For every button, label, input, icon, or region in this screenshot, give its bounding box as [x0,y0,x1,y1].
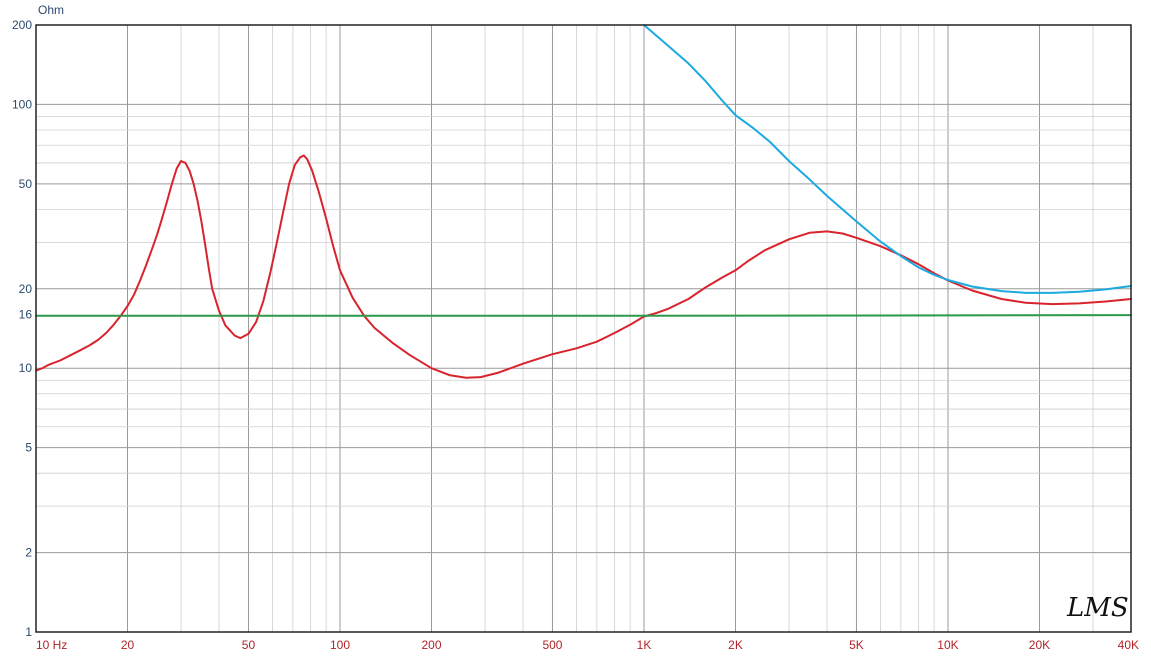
y-tick-label: 16 [19,307,33,321]
data-series [35,24,1132,379]
x-tick-label: 2K [728,638,743,652]
y-tick-label: 50 [19,177,33,191]
x-tick-label: 1K [637,638,652,652]
x-axis-tick-labels: 10 Hz 20 50 100 200 500 1K 2K 5K 10K 20K 40K [36,638,1139,652]
plot-frame [35,24,1132,633]
y-tick-label: 100 [12,97,32,111]
x-tick-label: 20K [1029,638,1050,652]
y-tick-label: 200 [12,18,32,32]
x-tick-label: 10K [937,638,958,652]
x-tick-label: 50 [242,638,256,652]
y-tick-label: 10 [19,361,33,375]
x-tick-label: 10 Hz [36,638,67,652]
y-unit-label: Ohm [38,3,64,17]
x-tick-label: 20 [121,638,135,652]
x-tick-label: 5K [849,638,864,652]
y-tick-label: 20 [19,282,33,296]
x-tick-label: 40K [1118,638,1139,652]
impedance-curve-green [35,314,1132,317]
y-tick-label: 1 [25,625,32,639]
x-tick-label: 100 [330,638,350,652]
y-tick-label: 5 [25,441,32,455]
y-axis-tick-labels: 200 100 50 20 16 10 5 2 1 [12,18,32,639]
x-tick-label: 500 [542,638,562,652]
y-tick-label: 2 [25,546,32,560]
impedance-curve-blue [643,24,1132,294]
impedance-curve-red [35,154,1132,379]
grid-lines [35,24,1132,633]
x-tick-label: 200 [421,638,441,652]
lms-logo: LMS [1066,593,1129,623]
